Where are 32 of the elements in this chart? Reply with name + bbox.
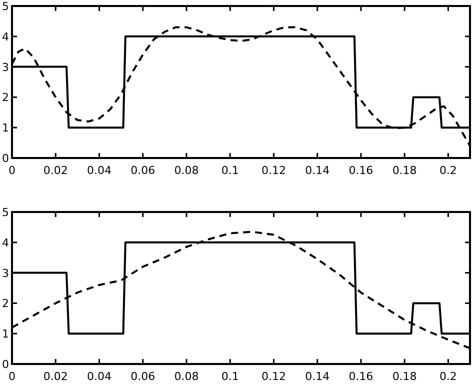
y-tick-label: 1 [2,122,9,135]
y-tick-label: 1 [2,328,9,341]
y-tick-label: 5 [2,0,9,13]
x-tick-label: 0.12 [261,164,286,177]
y-tick-label: 0 [2,152,9,165]
x-tick-label: 0.1 [221,370,239,383]
x-tick-label: 0.2 [439,164,457,177]
y-tick-label: 3 [2,60,9,74]
x-tick-label: 0.02 [43,164,68,177]
x-tick-label: 0.16 [348,370,374,383]
x-tick-label: 0.08 [174,164,199,177]
x-tick-label: 0.16 [348,164,374,177]
y-tick-label: 3 [2,266,9,280]
x-tick-label: 0.12 [261,370,286,383]
x-tick-label: 0.06 [130,164,156,177]
x-tick-label: 0.04 [86,370,112,383]
x-tick-label: 0.18 [392,370,417,383]
y-tick-label: 2 [2,297,9,310]
x-tick-label: 0.2 [439,370,457,383]
y-tick-label: 2 [2,91,9,104]
y-tick-label: 0 [2,358,9,371]
x-tick-label: 0.08 [174,370,199,383]
x-tick-label: 0.14 [305,370,330,383]
x-tick-label: 0.06 [130,370,156,383]
y-tick-label: 4 [2,30,9,44]
y-tick-label: 5 [2,206,9,219]
x-tick-label: 0.14 [305,164,330,177]
x-tick-label: 0.18 [392,164,417,177]
x-tick-label: 0.1 [221,164,239,177]
x-tick-label: 0.02 [43,370,68,383]
x-tick-label: 0.04 [86,164,112,177]
y-tick-label: 4 [2,236,9,250]
